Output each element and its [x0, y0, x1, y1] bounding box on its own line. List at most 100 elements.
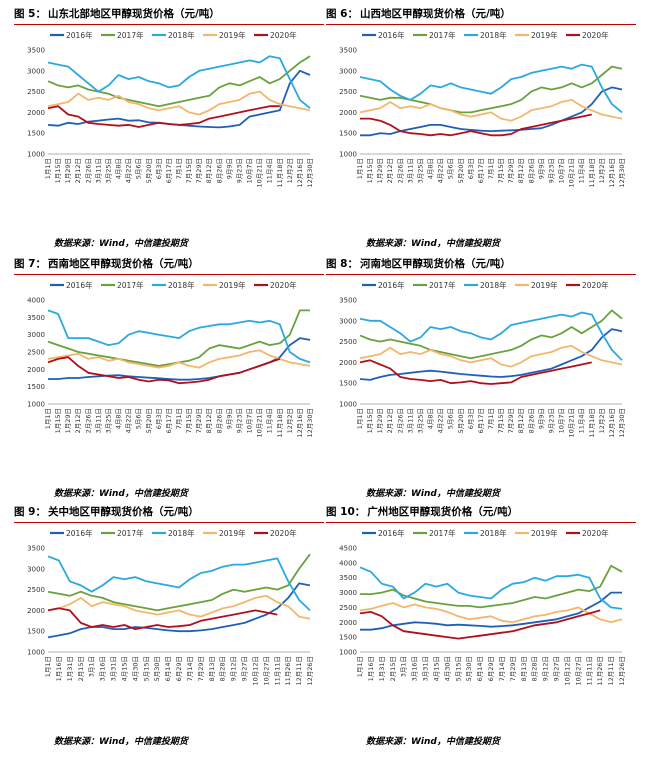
source-note: 数据来源：Wind，中信建投期货 — [366, 737, 500, 747]
x-tick-label: 4月8日 — [115, 408, 123, 429]
source-note: 数据来源：Wind，中信建投期货 — [366, 239, 500, 249]
y-tick-label: 2500 — [339, 604, 357, 612]
y-tick-label: 1000 — [27, 151, 45, 159]
legend-label: 2018年 — [168, 30, 195, 40]
y-tick-label: 2000 — [339, 359, 357, 367]
x-tick-label: 1月29日 — [64, 408, 72, 433]
chart-title: 图 7： 西南地区甲醇现货价格（元/吨） — [14, 256, 324, 275]
series-line-4 — [359, 99, 623, 122]
y-tick-label: 1500 — [339, 130, 357, 138]
legend-label: 2016年 — [378, 528, 405, 538]
x-tick-label: 6月3日 — [467, 158, 475, 179]
x-tick-label: 7月29日 — [507, 158, 515, 183]
series-line-4 — [47, 594, 311, 620]
x-tick-label: 6月14日 — [476, 656, 484, 681]
x-tick-label: 2月12日 — [386, 408, 394, 433]
y-tick-label: 1500 — [27, 383, 45, 391]
x-tick-label: 11月4日 — [266, 408, 274, 433]
y-tick-label: 1500 — [27, 628, 45, 636]
series-line-3 — [359, 311, 623, 361]
legend-label: 2019年 — [531, 30, 558, 40]
x-tick-label: 10月21日 — [568, 408, 576, 438]
x-tick-label: 5月15日 — [142, 656, 150, 681]
series-line-2 — [47, 553, 311, 612]
series-line-3 — [47, 55, 311, 109]
x-tick-label: 3月16日 — [99, 656, 107, 681]
x-tick-label: 2月26日 — [396, 408, 404, 433]
x-tick-label: 2月12日 — [74, 408, 82, 433]
y-tick-label: 4500 — [339, 545, 357, 553]
series-line-1 — [360, 591, 622, 631]
x-tick-label: 1月16日 — [55, 656, 63, 681]
x-tick-label: 2月12日 — [386, 158, 394, 183]
x-tick-label: 6月17日 — [477, 408, 485, 433]
x-tick-label: 3月25日 — [416, 158, 424, 183]
line-chart: 2016年 2017年 2018年 2019年 2020年 1000 1500 2000 250… — [339, 528, 626, 686]
y-tick-label: 2500 — [339, 338, 357, 346]
legend-label: 2019年 — [219, 280, 246, 290]
x-tick-label: 6月29日 — [487, 656, 495, 681]
y-tick-label: 3000 — [339, 589, 357, 597]
chart-panel-10: 图 10： 广州地区甲醇现货价格（元/吨） 2016年 2017年 2018年 2019… — [326, 504, 636, 751]
series-line-3 — [47, 555, 311, 612]
x-tick-label: 6月3日 — [155, 158, 163, 179]
x-tick-label: 6月14日 — [164, 656, 172, 681]
y-tick-label: 3000 — [27, 67, 45, 75]
y-tick-label: 4000 — [339, 559, 357, 567]
x-tick-label: 2月26日 — [396, 158, 404, 183]
x-tick-label: 6月17日 — [165, 408, 173, 433]
series-line-5 — [47, 105, 280, 128]
x-tick-label: 11月18日 — [588, 158, 596, 188]
x-tick-label: 4月15日 — [432, 656, 440, 681]
legend-label: 2017年 — [117, 280, 144, 290]
x-tick-label: 10月12日 — [251, 656, 259, 686]
legend: 2016年 2017年 2018年 2019年 2020年 — [362, 30, 609, 40]
line-chart: 2016年 2017年 2018年 2019年 2020年 1000 1500 2000 250… — [27, 30, 314, 188]
legend-label: 2019年 — [531, 280, 558, 290]
y-tick-label: 3000 — [27, 565, 45, 573]
x-tick-label: 9月12日 — [230, 656, 238, 681]
x-tick-label: 5月20日 — [457, 408, 465, 433]
x-tick-label: 1月31日 — [378, 656, 386, 681]
x-tick-label: 7月29日 — [507, 408, 515, 433]
x-tick-label: 12月26日 — [306, 656, 314, 686]
x-tick-label: 1月29日 — [376, 408, 384, 433]
x-tick-label: 3月1日 — [88, 656, 96, 677]
y-tick-label: 2000 — [27, 607, 45, 615]
y-tick-label: 1500 — [27, 130, 45, 138]
legend-label: 2020年 — [270, 280, 297, 290]
x-tick-label: 11月11日 — [273, 656, 281, 686]
x-tick-label: 8月28日 — [219, 656, 227, 681]
y-tick-label: 2000 — [339, 619, 357, 627]
y-tick-label: 1000 — [27, 401, 45, 409]
chart-title: 图 9： 关中地区甲醇现货价格（元/吨） — [14, 504, 324, 523]
legend-label: 2018年 — [480, 280, 507, 290]
x-tick-label: 1月29日 — [64, 158, 72, 183]
x-tick-label: 12月30日 — [618, 158, 626, 188]
x-tick-label: 11月18日 — [588, 408, 596, 438]
x-tick-label: 1月15日 — [54, 408, 62, 433]
chart-number: 图 9： — [14, 506, 46, 518]
chart-title: 图 6： 山西地区甲醇现货价格（元/吨） — [326, 6, 636, 25]
x-tick-label: 12月16日 — [608, 408, 616, 438]
y-tick-label: 3500 — [27, 545, 45, 553]
x-tick-label: 12月26日 — [618, 656, 626, 686]
line-chart: 2016年 2017年 2018年 2019年 2020年 1000 1500 2000 250… — [339, 280, 626, 438]
x-tick-label: 11月4日 — [266, 158, 274, 183]
x-tick-label: 7月1日 — [487, 408, 495, 429]
x-tick-label: 12月30日 — [306, 158, 314, 188]
chart-number: 图 7： — [14, 258, 46, 270]
x-tick-label: 11月26日 — [284, 656, 292, 686]
x-tick-label: 9月23日 — [235, 158, 243, 183]
x-tick-label: 8月28日 — [531, 656, 539, 681]
x-tick-label: 8月12日 — [517, 408, 525, 433]
x-tick-label: 1月1日 — [356, 158, 364, 179]
legend-label: 2016年 — [378, 30, 405, 40]
x-tick-label: 5月20日 — [145, 158, 153, 183]
legend-label: 2016年 — [66, 528, 93, 538]
x-tick-label: 8月12日 — [517, 158, 525, 183]
x-tick-label: 4月8日 — [427, 158, 435, 179]
series-line-1 — [359, 328, 623, 381]
x-tick-label: 12月2日 — [286, 408, 294, 433]
x-tick-label: 9月27日 — [241, 656, 249, 681]
